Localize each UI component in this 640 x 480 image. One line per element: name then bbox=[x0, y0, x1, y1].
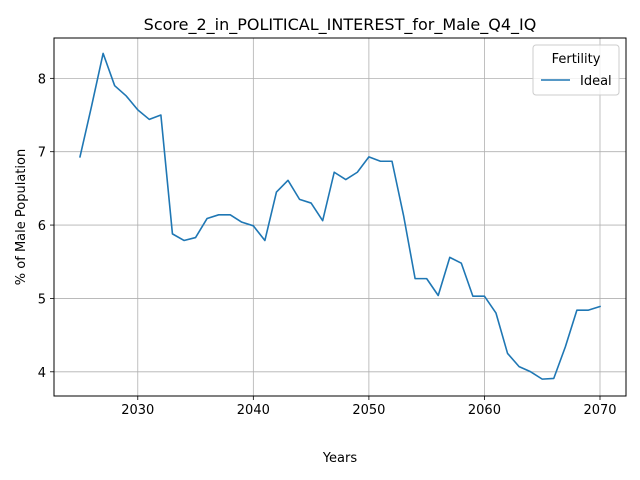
y-tick-label: 8 bbox=[38, 72, 46, 87]
plot-frame bbox=[53, 37, 627, 397]
legend-box bbox=[532, 44, 620, 96]
legend: Fertility Ideal bbox=[532, 44, 620, 96]
y-tick-label: 4 bbox=[38, 366, 46, 381]
axis-ticks: 2030 2040 2050 2060 2070 4 5 6 7 8 bbox=[38, 72, 617, 418]
y-axis-label: % of Male Population bbox=[14, 149, 29, 285]
series-layer bbox=[79, 52, 602, 380]
y-tick-label: 5 bbox=[38, 292, 46, 307]
legend-label-ideal: Ideal bbox=[580, 74, 612, 89]
x-tick-label: 2050 bbox=[352, 403, 385, 418]
y-tick-label: 6 bbox=[38, 219, 46, 234]
x-axis-label: Years bbox=[322, 451, 358, 466]
legend-title: Fertility bbox=[552, 52, 601, 67]
y-tick-label: 7 bbox=[38, 146, 46, 161]
x-tick-label: 2070 bbox=[583, 403, 616, 418]
x-tick-label: 2040 bbox=[237, 403, 270, 418]
x-tick-label: 2030 bbox=[121, 403, 154, 418]
grid bbox=[54, 38, 626, 396]
chart-title: Score_2_in_POLITICAL_INTEREST_for_Male_Q… bbox=[144, 15, 537, 35]
series-line-ideal bbox=[79, 52, 602, 380]
x-tick-label: 2060 bbox=[468, 403, 501, 418]
